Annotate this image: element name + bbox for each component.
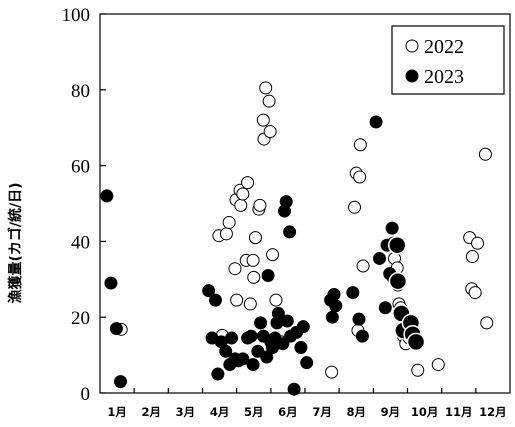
point-2022 (256, 113, 270, 127)
y-tick-label: 40 (71, 232, 90, 253)
point-2022 (253, 198, 267, 212)
point-2023 (287, 382, 301, 396)
x-tick-label: 1月 (107, 405, 127, 419)
data-points (100, 81, 494, 396)
x-tick-label: 5月 (244, 405, 264, 419)
x-axis: 1月 2月 3月 4月 5月 6月 7月 8月 9月 10月 11月 12月 (107, 388, 507, 419)
y-tick-label: 80 (71, 81, 90, 102)
point-2023 (271, 306, 285, 320)
point-2023 (276, 337, 290, 351)
point-2022 (353, 138, 367, 152)
point-2022 (246, 253, 260, 267)
point-2023 (279, 195, 293, 209)
point-2023 (280, 314, 294, 328)
x-tick-label: 3月 (176, 405, 196, 419)
point-2023 (109, 322, 123, 336)
point-2023 (236, 352, 250, 366)
point-2023 (244, 329, 258, 343)
point-2023 (372, 251, 386, 265)
point-2023 (283, 225, 297, 239)
point-2022 (411, 363, 425, 377)
point-2022 (431, 358, 445, 372)
point-2022 (259, 81, 273, 95)
point-2023 (260, 350, 274, 364)
point-2023 (352, 312, 366, 326)
point-2022 (222, 215, 236, 229)
y-tick-label: 0 (81, 384, 91, 405)
point-2023 (388, 271, 408, 291)
point-2023 (369, 115, 383, 129)
legend: 2022 2023 (391, 25, 505, 95)
point-2023 (388, 235, 407, 255)
x-tick-label: 12月 (479, 405, 507, 419)
point-2022 (471, 236, 485, 250)
point-2022 (468, 286, 482, 300)
point-2022 (262, 94, 276, 108)
point-2023 (114, 375, 127, 389)
point-2023 (246, 358, 260, 372)
point-2023 (211, 367, 225, 381)
point-2022 (465, 250, 479, 264)
point-2023 (346, 286, 360, 300)
point-2022 (230, 293, 244, 307)
point-2022 (236, 187, 250, 201)
y-tick-label: 100 (62, 5, 91, 26)
point-2022 (480, 316, 494, 330)
point-2022 (219, 227, 233, 241)
legend-marker-2023 (405, 69, 419, 83)
y-tick-label: 60 (71, 157, 90, 178)
point-2023 (329, 299, 343, 313)
point-2022 (353, 170, 367, 184)
point-2022 (356, 259, 370, 273)
point-2022 (234, 198, 248, 212)
x-tick-label: 10月 (411, 405, 439, 419)
y-tick-label: 20 (71, 308, 90, 329)
x-tick-label: 7月 (312, 405, 332, 419)
point-2022 (348, 200, 362, 214)
point-2022 (325, 365, 339, 379)
legend-label: 2022 (424, 36, 464, 58)
point-2022 (478, 147, 492, 161)
point-2023 (294, 341, 308, 355)
legend-marker-2022 (405, 39, 419, 53)
point-2023 (325, 310, 339, 324)
x-tick-label: 8月 (346, 405, 366, 419)
x-tick-label: 2月 (141, 405, 161, 419)
point-2023 (100, 189, 114, 203)
point-2023 (219, 344, 233, 358)
x-tick-label: 11月 (445, 405, 473, 419)
point-2023 (406, 332, 426, 352)
point-2022 (228, 262, 242, 276)
point-2023 (261, 269, 275, 283)
x-tick-label: 4月 (210, 405, 230, 419)
point-2023 (300, 356, 314, 370)
x-tick-label: 9月 (381, 405, 401, 419)
point-2022 (247, 270, 261, 284)
point-2022 (241, 176, 255, 190)
point-2022 (248, 231, 262, 245)
point-2023 (225, 331, 239, 345)
point-2022 (243, 297, 257, 311)
legend-label: 2023 (424, 66, 464, 88)
y-axis: 0 20 40 60 80 100 (62, 5, 106, 405)
point-2022 (266, 248, 280, 262)
point-2023 (254, 316, 268, 330)
point-2023 (378, 301, 392, 315)
point-2023 (385, 221, 399, 235)
point-2023 (327, 287, 341, 301)
point-2023 (208, 293, 222, 307)
point-2022 (269, 293, 283, 307)
point-2023 (355, 329, 369, 343)
x-tick-label: 6月 (278, 405, 298, 419)
legend-box (391, 25, 505, 95)
point-2023 (104, 276, 118, 290)
point-2023 (296, 320, 310, 334)
point-2022 (263, 124, 277, 138)
point-2023 (202, 284, 216, 298)
y-axis-label: 漁獲量(カゴ/統/日) (7, 182, 24, 303)
